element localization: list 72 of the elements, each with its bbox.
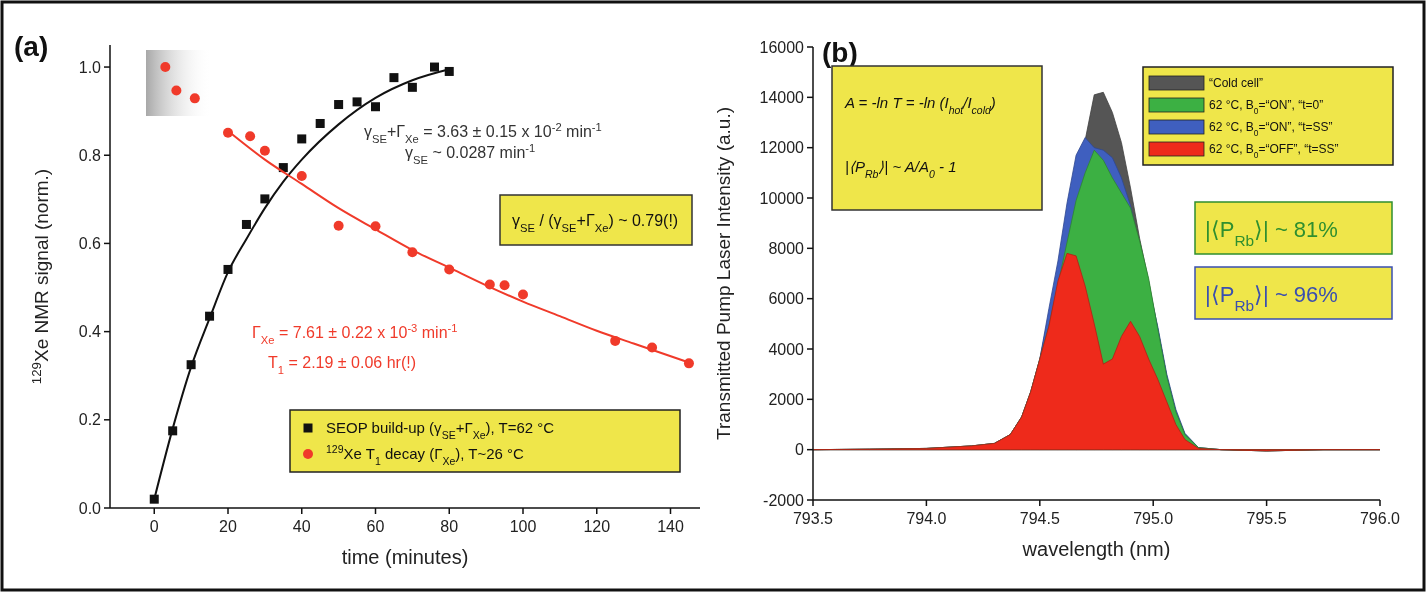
- x-tick-label: 794.0: [906, 510, 947, 527]
- point: [189, 93, 200, 104]
- annotation: |⟨P$_{Rb}$⟩| ~ 81%: [1205, 217, 1338, 249]
- y-tick-label: 0.2: [78, 411, 102, 429]
- annotation: γ$_{SE}$+Γ$_{Xe}$ = 3.63 ± 0.15 x 10$^{-2}$ min$^{-1}$: [364, 121, 602, 145]
- y-axis-title: Transmitted Pump Laser Intensity (a.u.): [713, 107, 734, 440]
- y-tick-label: 1.0: [78, 58, 102, 76]
- x-tick-label: 793.5: [792, 510, 834, 527]
- annotation: γ$_{SE}$ ~ 0.0287 min$^{-1}$: [405, 142, 536, 166]
- point: [259, 145, 270, 156]
- point: [297, 134, 307, 144]
- x-tick-label: 0: [149, 518, 159, 535]
- annotation: γ$_{SE}$ / (γ$_{SE}$+Γ$_{Xe}$) ~ 0.79(!): [512, 212, 679, 234]
- point: [260, 194, 270, 204]
- legend-label: 62 °C, B$_{0}$=“OFF”, “t=SS”: [1209, 142, 1339, 161]
- point: [296, 170, 307, 181]
- y-tick-label: -2000: [763, 491, 805, 509]
- legend-label: “Cold cell”: [1209, 76, 1264, 91]
- point: [333, 220, 344, 231]
- annotation: A = -ln T = -ln (I$_{hot}$/I$_{cold}$): [844, 94, 996, 116]
- x-tick-label: 20: [219, 518, 237, 535]
- point: [352, 97, 362, 107]
- point: [518, 289, 528, 300]
- y-tick-label: 0.0: [78, 499, 102, 517]
- x-tick-label: 60: [366, 518, 385, 535]
- chart-title: (a): [14, 31, 49, 62]
- point: [430, 62, 439, 72]
- point: [499, 280, 510, 291]
- y-tick-label: 10000: [759, 189, 805, 207]
- point: [149, 494, 159, 504]
- y-tick-label: 8000: [768, 239, 805, 257]
- annotation: Γ$_{Xe}$ = 7.61 ± 0.22 x 10$^{-3}$ min$^{-1}$: [252, 322, 458, 346]
- y-tick-label: 0.6: [78, 235, 102, 253]
- point: [315, 118, 325, 128]
- point: [683, 358, 694, 369]
- y-tick-label: 0.4: [78, 323, 102, 341]
- x-tick-label: 140: [657, 518, 684, 535]
- point: [245, 131, 256, 142]
- x-axis-title: time (minutes): [341, 546, 469, 568]
- x-tick-label: 794.5: [1019, 510, 1060, 527]
- point: [407, 82, 417, 92]
- y-tick-label: 16000: [759, 38, 805, 56]
- y-tick-label: 0: [795, 441, 805, 459]
- legend-label: $^{129}$Xe T$_{1}$ decay (Γ$_{Xe}$), T~26 °C: [326, 443, 525, 468]
- y-tick-label: 0.8: [78, 146, 102, 164]
- y-tick-label: 4000: [768, 340, 805, 358]
- x-tick-label: 795.5: [1246, 510, 1287, 527]
- x-tick-label: 796.0: [1359, 510, 1401, 527]
- x-axis-title: wavelength (nm): [1021, 538, 1171, 560]
- y-tick-label: 14000: [759, 88, 805, 106]
- x-tick-label: 795.0: [1133, 510, 1174, 527]
- x-tick-label: 40: [292, 518, 311, 535]
- annotation: T$_{1}$ = 2.19 ± 0.06 hr(!): [268, 354, 416, 376]
- legend-label: SEOP build-up (γ$_{SE}$+Γ$_{Xe}$), T=62 °C: [326, 419, 555, 442]
- y-tick-label: 2000: [768, 390, 805, 408]
- legend-label: 62 °C, B$_{0}$=“ON”, “t=0”: [1209, 98, 1324, 117]
- x-tick-label: 120: [583, 518, 611, 535]
- annotation: |⟨P$_{Rb}$⟩| ~ A/A$_{0}$ - 1: [845, 158, 957, 180]
- point: [241, 219, 251, 229]
- x-tick-label: 80: [440, 518, 459, 535]
- point: [171, 85, 182, 96]
- x-tick-label: 100: [509, 518, 537, 535]
- chart-title: (b): [822, 37, 858, 68]
- point: [371, 102, 380, 112]
- point: [389, 73, 399, 83]
- y-tick-label: 12000: [759, 139, 805, 157]
- annotation: |⟨P$_{Rb}$⟩| ~ 96%: [1205, 282, 1338, 314]
- point: [444, 66, 454, 76]
- legend-label: 62 °C, B$_{0}$=“ON”, “t=SS”: [1209, 120, 1333, 139]
- point: [334, 100, 344, 110]
- point: [160, 62, 171, 73]
- y-tick-label: 6000: [768, 290, 805, 308]
